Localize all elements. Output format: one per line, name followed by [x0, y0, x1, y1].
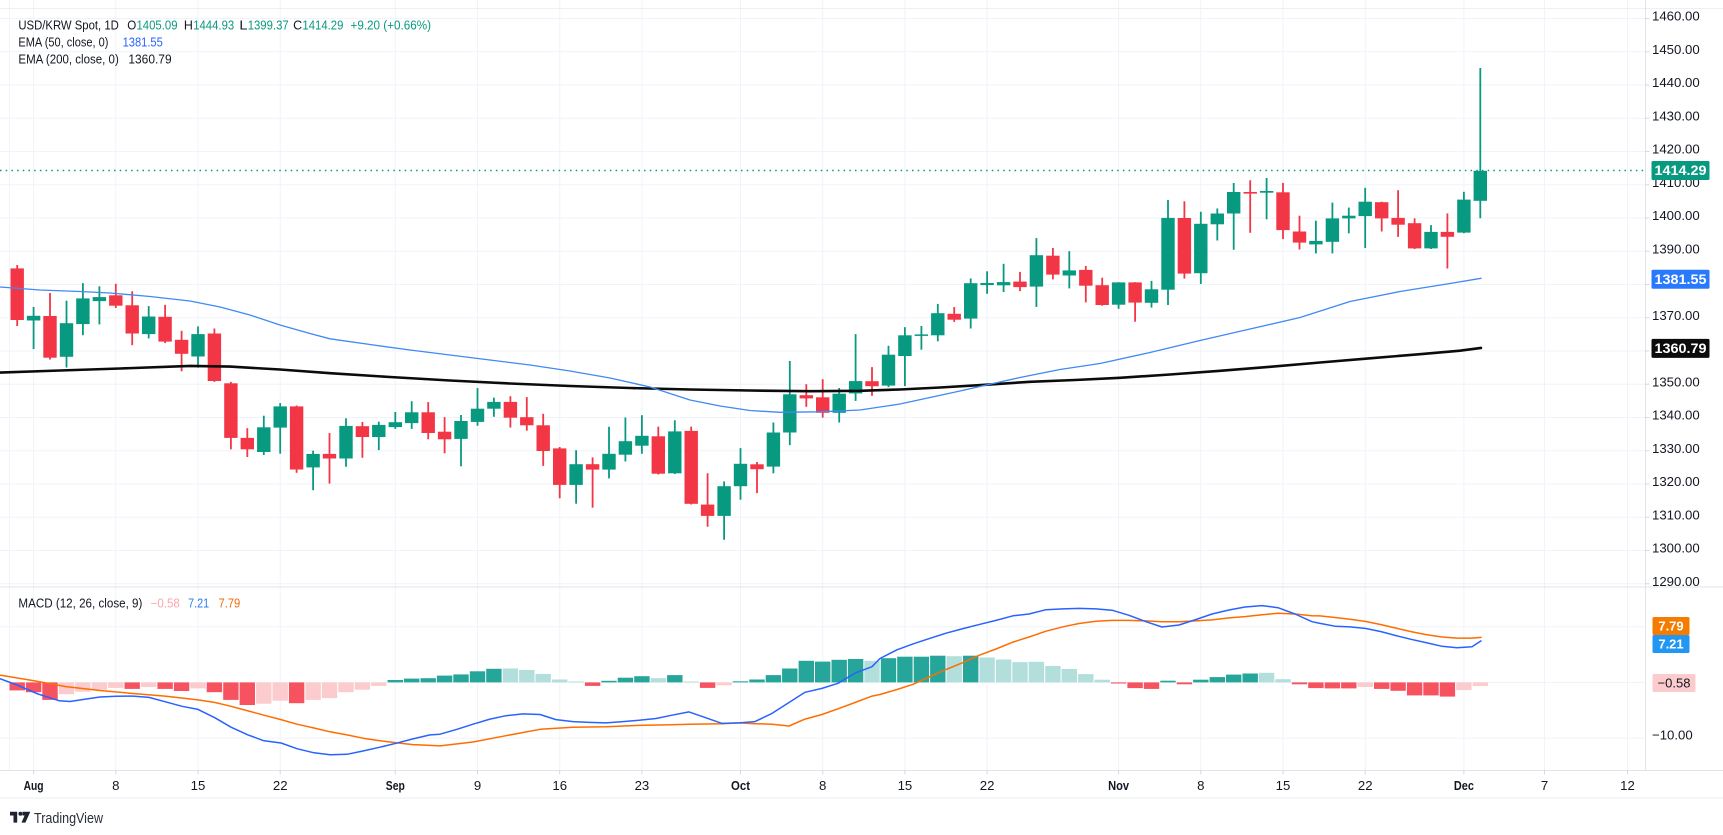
svg-text:Nov: Nov — [1108, 778, 1130, 793]
svg-text:Oct: Oct — [731, 778, 751, 793]
svg-text:1444.93: 1444.93 — [193, 19, 234, 33]
svg-text:15: 15 — [191, 778, 206, 793]
svg-text:1400.00: 1400.00 — [1652, 208, 1700, 223]
svg-text:16: 16 — [552, 778, 567, 793]
svg-text:−0.58: −0.58 — [1658, 676, 1691, 691]
svg-text:1440.00: 1440.00 — [1652, 75, 1700, 90]
svg-text:1460.00: 1460.00 — [1652, 9, 1700, 24]
svg-text:1414.29: 1414.29 — [302, 19, 343, 33]
svg-text:+9.20 (+0.66%): +9.20 (+0.66%) — [351, 19, 432, 33]
svg-text:TradingView: TradingView — [34, 810, 103, 827]
svg-text:12: 12 — [1620, 778, 1635, 793]
svg-text:15: 15 — [1276, 778, 1291, 793]
svg-text:1360.79: 1360.79 — [1655, 341, 1707, 356]
svg-text:1381.55: 1381.55 — [123, 36, 163, 50]
svg-text:1370.00: 1370.00 — [1652, 308, 1700, 323]
svg-text:−10.00: −10.00 — [1652, 728, 1693, 743]
svg-text:1414.29: 1414.29 — [1655, 163, 1707, 178]
svg-text:1320.00: 1320.00 — [1652, 474, 1700, 489]
svg-text:15: 15 — [898, 778, 913, 793]
svg-text:8: 8 — [1197, 778, 1204, 793]
svg-text:1300.00: 1300.00 — [1652, 541, 1700, 556]
svg-text:Sep: Sep — [386, 778, 405, 793]
svg-text:1381.55: 1381.55 — [1655, 272, 1708, 287]
svg-text:1290.00: 1290.00 — [1652, 574, 1700, 589]
svg-text:7.79: 7.79 — [1658, 619, 1683, 634]
svg-text:9: 9 — [474, 778, 481, 793]
svg-text:H: H — [184, 19, 193, 33]
svg-text:1420.00: 1420.00 — [1652, 142, 1700, 157]
svg-text:Dec: Dec — [1454, 778, 1474, 793]
svg-text:7.21: 7.21 — [188, 596, 209, 610]
svg-text:22: 22 — [980, 778, 995, 793]
svg-text:1450.00: 1450.00 — [1652, 42, 1700, 57]
svg-text:1430.00: 1430.00 — [1652, 109, 1700, 124]
svg-text:MACD (12, 26, close, 9): MACD (12, 26, close, 9) — [18, 596, 142, 610]
svg-text:7: 7 — [1541, 778, 1548, 793]
svg-text:1360.79: 1360.79 — [128, 53, 171, 67]
svg-text:O: O — [127, 19, 136, 33]
svg-text:−0.58: −0.58 — [151, 596, 180, 610]
svg-text:1310.00: 1310.00 — [1652, 508, 1700, 523]
svg-text:1405.09: 1405.09 — [137, 19, 178, 33]
svg-text:1330.00: 1330.00 — [1652, 441, 1700, 456]
svg-text:EMA (50, close, 0): EMA (50, close, 0) — [18, 36, 108, 50]
svg-text:23: 23 — [635, 778, 650, 793]
svg-text:22: 22 — [1358, 778, 1373, 793]
svg-text:1340.00: 1340.00 — [1652, 408, 1700, 423]
svg-text:7.79: 7.79 — [219, 596, 241, 610]
svg-text:7.21: 7.21 — [1658, 637, 1683, 652]
svg-text:EMA (200, close, 0): EMA (200, close, 0) — [18, 53, 118, 67]
svg-text:1399.37: 1399.37 — [248, 19, 289, 33]
svg-text:1350.00: 1350.00 — [1652, 374, 1700, 389]
svg-text:1390.00: 1390.00 — [1652, 241, 1700, 256]
svg-text:Aug: Aug — [24, 778, 44, 793]
svg-text:C: C — [293, 19, 302, 33]
svg-text:8: 8 — [112, 778, 119, 793]
svg-text:8: 8 — [819, 778, 826, 793]
svg-text:L: L — [239, 19, 247, 33]
svg-text:USD/KRW Spot, 1D: USD/KRW Spot, 1D — [18, 19, 118, 33]
svg-text:22: 22 — [273, 778, 288, 793]
